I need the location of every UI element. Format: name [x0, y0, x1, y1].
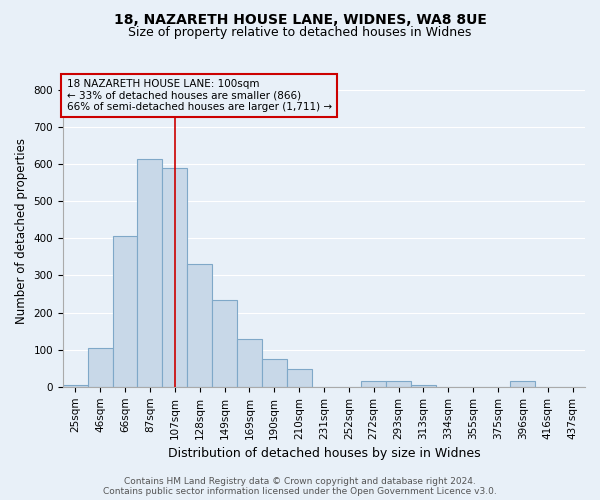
Bar — [187, 264, 212, 387]
X-axis label: Distribution of detached houses by size in Widnes: Distribution of detached houses by size … — [167, 447, 480, 460]
Bar — [361, 382, 386, 387]
Text: Contains HM Land Registry data © Crown copyright and database right 2024.: Contains HM Land Registry data © Crown c… — [124, 477, 476, 486]
Bar — [237, 338, 262, 387]
Bar — [262, 359, 287, 387]
Bar — [212, 300, 237, 387]
Bar — [113, 236, 137, 387]
Bar — [386, 382, 411, 387]
Y-axis label: Number of detached properties: Number of detached properties — [15, 138, 28, 324]
Bar — [63, 385, 88, 387]
Bar — [287, 369, 311, 387]
Text: 18, NAZARETH HOUSE LANE, WIDNES, WA8 8UE: 18, NAZARETH HOUSE LANE, WIDNES, WA8 8UE — [113, 12, 487, 26]
Bar — [511, 382, 535, 387]
Text: 18 NAZARETH HOUSE LANE: 100sqm
← 33% of detached houses are smaller (866)
66% of: 18 NAZARETH HOUSE LANE: 100sqm ← 33% of … — [67, 78, 332, 112]
Bar — [411, 385, 436, 387]
Bar — [137, 158, 163, 387]
Text: Contains public sector information licensed under the Open Government Licence v3: Contains public sector information licen… — [103, 487, 497, 496]
Bar — [163, 168, 187, 387]
Bar — [88, 348, 113, 387]
Text: Size of property relative to detached houses in Widnes: Size of property relative to detached ho… — [128, 26, 472, 39]
